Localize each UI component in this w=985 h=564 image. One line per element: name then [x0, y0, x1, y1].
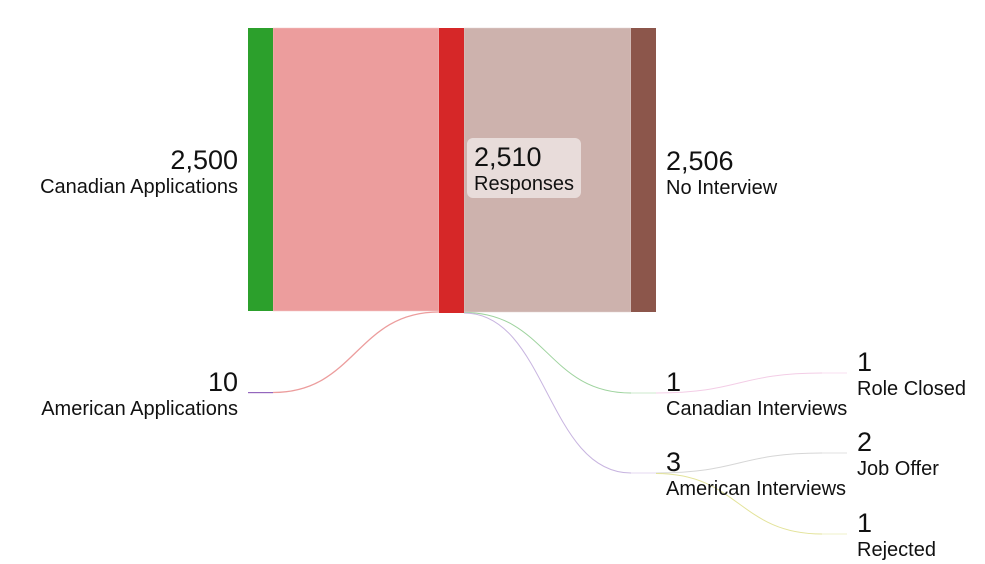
node-name: Responses [474, 173, 575, 195]
node-value: 1 [857, 508, 873, 538]
node-value: 2,500 [170, 145, 238, 175]
link-american-interviews-to-rejected[interactable] [655, 473, 823, 535]
label-role-closed: 1 Role Closed [857, 347, 966, 400]
node-value: 10 [207, 367, 238, 397]
label-american-applications: 10 American Applications [41, 367, 238, 420]
node-value: 2,506 [666, 146, 734, 176]
node-name: Canadian Interviews [666, 398, 848, 420]
node-rejected[interactable] [822, 533, 847, 535]
label-responses: 2,510 Responses [467, 138, 582, 198]
link-responses-to-american-interviews[interactable] [463, 312, 632, 474]
nodes [248, 28, 847, 535]
node-job-offer[interactable] [822, 452, 847, 454]
node-canadian-interviews[interactable] [631, 392, 656, 394]
link-canadian-applications-to-responses[interactable] [272, 27, 440, 312]
node-canadian-applications[interactable] [248, 28, 273, 311]
node-name: Rejected [857, 539, 936, 561]
node-no-interview[interactable] [631, 28, 656, 312]
node-value: 1 [666, 367, 682, 397]
node-american-applications[interactable] [248, 392, 273, 394]
node-role-closed[interactable] [822, 372, 847, 374]
label-canadian-interviews: 1 Canadian Interviews [666, 367, 848, 420]
label-american-interviews: 3 American Interviews [666, 447, 847, 500]
node-name: Canadian Applications [40, 176, 238, 198]
label-no-interview: 2,506 No Interview [666, 146, 778, 199]
node-american-interviews[interactable] [631, 472, 656, 474]
node-value: 2,510 [474, 142, 542, 172]
link-canadian-interviews-to-role-closed[interactable] [655, 372, 823, 394]
node-responses[interactable] [439, 28, 464, 313]
label-job-offer: 2 Job Offer [857, 427, 939, 480]
node-value: 3 [666, 447, 682, 477]
label-canadian-applications: 2,500 Canadian Applications [40, 145, 238, 198]
link-american-applications-to-responses[interactable] [272, 311, 440, 394]
link-american-interviews-to-job-offer[interactable] [655, 452, 823, 474]
label-rejected: 1 Rejected [857, 508, 936, 561]
node-name: American Applications [41, 398, 238, 420]
node-name: Role Closed [857, 378, 966, 400]
node-name: American Interviews [666, 478, 847, 500]
node-value: 1 [857, 347, 873, 377]
link-responses-to-canadian-interviews[interactable] [463, 312, 632, 394]
node-name: Job Offer [857, 458, 939, 480]
node-name: No Interview [666, 177, 778, 199]
node-value: 2 [857, 427, 873, 457]
